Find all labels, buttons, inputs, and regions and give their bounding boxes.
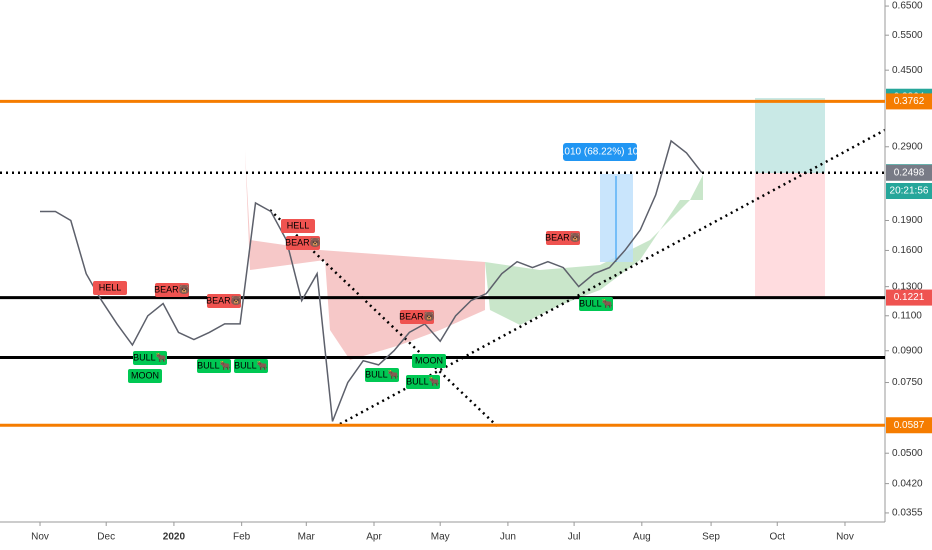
- signal-box: [365, 368, 399, 382]
- signal-label: BULL🐂: [234, 360, 268, 370]
- price-tag-label: 0.1221: [894, 292, 925, 303]
- signal-label: HELL: [99, 282, 122, 292]
- y-tick-label: 0.1100: [892, 310, 922, 321]
- y-tick-label: 0.0900: [892, 345, 923, 356]
- signal-box: [207, 294, 241, 308]
- stop-zone: [755, 173, 825, 298]
- signal-box: [546, 231, 580, 245]
- target-zone: [755, 98, 825, 173]
- price-tag-label: 0.3762: [894, 96, 925, 107]
- y-tick-label: 0.0420: [892, 478, 923, 489]
- x-tick-label: 2020: [163, 532, 186, 543]
- signal-label: HELL: [287, 220, 310, 230]
- price-tag-label: 0.2498: [894, 167, 925, 178]
- y-tick-label: 0.2900: [892, 141, 923, 152]
- x-tick-label: Sep: [702, 532, 720, 543]
- signal-box: [234, 359, 268, 373]
- signal-box: [155, 283, 189, 297]
- y-tick-label: 0.0500: [892, 448, 923, 459]
- y-tick-label: 0.5500: [892, 30, 923, 41]
- signal-label: BULL🐂: [197, 360, 231, 370]
- trendline: [269, 209, 498, 427]
- price-tag: [886, 164, 932, 181]
- signal-box: [412, 354, 446, 368]
- y-tick-label: 0.1900: [892, 215, 923, 226]
- countdown: 20:21:56: [890, 186, 929, 197]
- cloud-green: [485, 175, 703, 325]
- signal-box: [133, 351, 167, 365]
- signal-label: BEAR🐻: [154, 283, 190, 294]
- price-line: [40, 139, 703, 422]
- signal-box: [93, 281, 127, 295]
- x-tick-label: Mar: [298, 532, 316, 543]
- signal-label: BULL🐂: [579, 298, 613, 308]
- y-tick-label: 0.4500: [892, 65, 923, 76]
- x-tick-label: Dec: [97, 532, 115, 543]
- measure-label: 0.1010 (68.22%) 1010: [551, 147, 650, 158]
- measure-label-box: [563, 143, 637, 161]
- x-tick-label: Oct: [769, 532, 785, 543]
- y-tick-label: 0.1300: [892, 281, 923, 292]
- x-tick-label: Jun: [500, 532, 516, 543]
- x-tick-label: Feb: [233, 532, 251, 543]
- countdown-box: [886, 183, 932, 199]
- signal-label: MOON: [131, 370, 159, 380]
- signal-label: BEAR🐻: [206, 294, 242, 305]
- signal-label: BEAR🐻: [545, 231, 581, 242]
- y-tick-label: 0.6500: [892, 1, 923, 12]
- x-tick-label: Aug: [633, 532, 651, 543]
- price-tag: [886, 289, 932, 306]
- signal-box: [400, 310, 434, 324]
- signal-label: BULL🐂: [406, 376, 440, 386]
- x-tick-label: May: [431, 532, 450, 543]
- signal-label: MOON: [415, 355, 443, 365]
- x-tick-label: Nov: [31, 532, 49, 543]
- signal-box: [128, 369, 162, 383]
- signal-box: [281, 219, 315, 233]
- x-tick-label: Apr: [366, 532, 382, 543]
- signal-label: BULL🐂: [133, 352, 167, 362]
- signal-box: [579, 297, 613, 311]
- y-tick-label: 0.0750: [892, 377, 923, 388]
- price-tag: [886, 417, 932, 434]
- x-tick-label: Jul: [568, 532, 581, 543]
- price-tag-label: 0.0587: [894, 420, 925, 431]
- signal-label: BEAR🐻: [399, 310, 435, 321]
- y-tick-label: 0.0355: [892, 508, 923, 519]
- signal-box: [286, 236, 320, 250]
- signal-box: [406, 375, 440, 389]
- cloud-red: [245, 150, 485, 360]
- price-tag: [886, 93, 932, 110]
- signal-label: BULL🐂: [365, 369, 399, 379]
- y-tick-label: 0.1600: [892, 245, 923, 256]
- signal-label: BEAR🐻: [285, 236, 321, 247]
- signal-box: [197, 359, 231, 373]
- x-tick-label: Nov: [836, 532, 854, 543]
